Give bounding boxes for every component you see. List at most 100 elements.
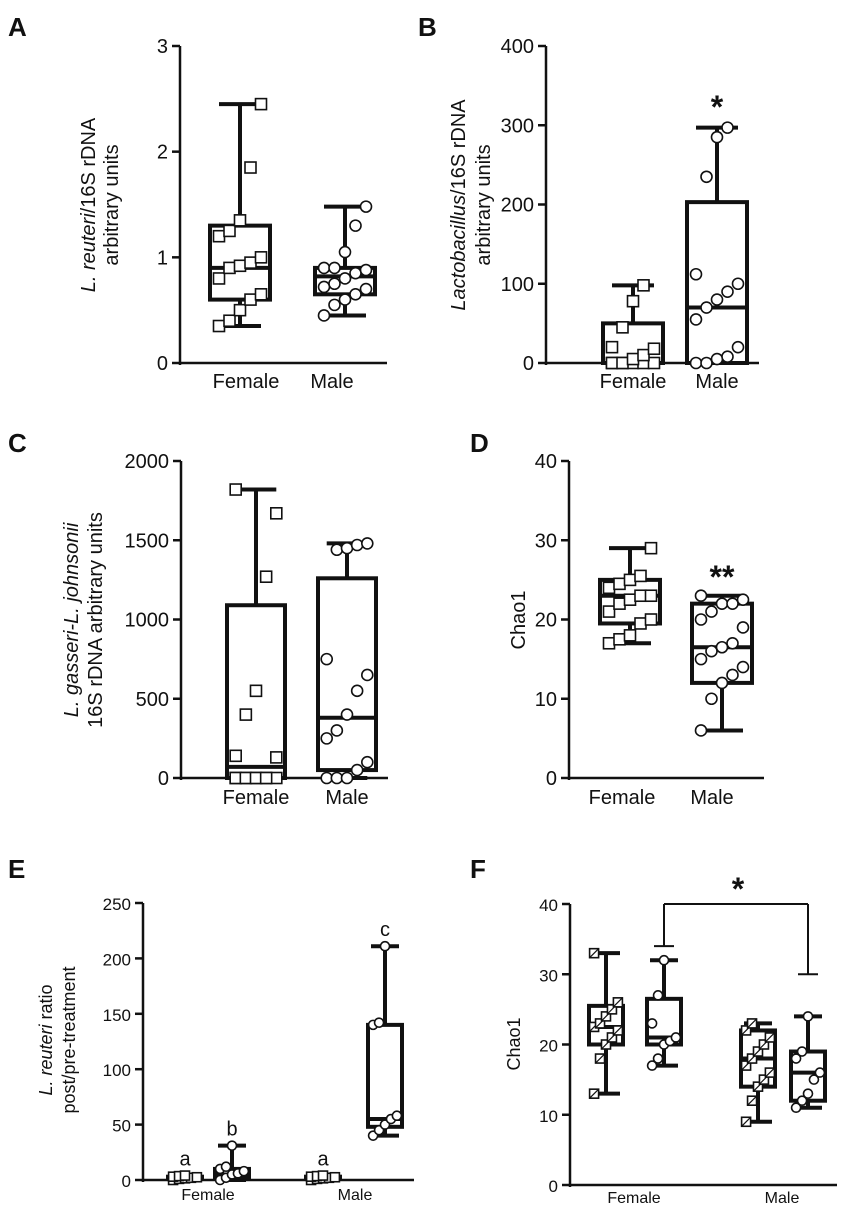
data-point bbox=[715, 640, 729, 654]
y-axis-label-line2: post/pre-treatment bbox=[59, 966, 79, 1113]
data-point bbox=[338, 293, 352, 306]
box-group bbox=[645, 954, 683, 1071]
panel-label-f: F bbox=[470, 854, 486, 884]
y-tick-label: 20 bbox=[535, 610, 557, 632]
data-point bbox=[736, 660, 750, 674]
data-point bbox=[259, 570, 273, 584]
y-tick-label: 300 bbox=[501, 115, 534, 137]
y-axis-label: Chao1 bbox=[504, 1017, 524, 1070]
data-point bbox=[694, 613, 708, 626]
data-point bbox=[634, 589, 647, 603]
y-axis-label-rest: ratio bbox=[36, 984, 56, 1024]
data-point bbox=[602, 605, 616, 618]
y-tick-label: 0 bbox=[157, 353, 168, 375]
y-tick-label: 40 bbox=[539, 896, 558, 915]
data-point bbox=[802, 1011, 814, 1022]
data-point bbox=[796, 1046, 808, 1057]
data-point bbox=[644, 613, 658, 626]
box-group bbox=[601, 279, 665, 370]
data-point bbox=[644, 541, 658, 555]
significance-marker: ** bbox=[710, 559, 735, 595]
data-point bbox=[670, 1032, 682, 1043]
data-point bbox=[705, 605, 718, 618]
data-point bbox=[350, 684, 364, 698]
data-point bbox=[700, 170, 713, 184]
x-category-label: Female bbox=[607, 1190, 660, 1207]
data-point bbox=[179, 1170, 191, 1181]
y-tick-label: 0 bbox=[546, 768, 557, 790]
y-tick-label: 10 bbox=[535, 689, 557, 711]
data-point bbox=[726, 668, 739, 682]
data-point bbox=[736, 621, 750, 634]
data-point bbox=[259, 771, 273, 785]
data-point bbox=[652, 1053, 664, 1064]
data-point bbox=[647, 356, 661, 370]
data-point bbox=[705, 692, 718, 706]
y-tick-label: 40 bbox=[535, 451, 557, 473]
box-group: a bbox=[304, 1149, 342, 1186]
data-point bbox=[613, 597, 626, 610]
data-point bbox=[700, 356, 713, 370]
box-group: c bbox=[366, 919, 404, 1141]
data-point bbox=[731, 277, 745, 291]
y-tick-label: 1500 bbox=[125, 530, 170, 552]
data-point bbox=[340, 771, 354, 785]
data-point bbox=[652, 990, 664, 1001]
data-point bbox=[646, 1060, 658, 1071]
y-axis-label-italic: Lactobacillus bbox=[448, 195, 470, 311]
box-group bbox=[313, 200, 377, 322]
data-point bbox=[223, 314, 236, 328]
y-axis-label-rest: /16S rDNA bbox=[78, 117, 100, 213]
y-tick-label: 0 bbox=[122, 1172, 131, 1191]
data-point bbox=[238, 1165, 250, 1177]
data-point bbox=[350, 538, 364, 552]
data-point bbox=[254, 288, 268, 301]
data-point bbox=[710, 293, 724, 306]
data-point-hatch bbox=[589, 1088, 600, 1099]
y-axis-label-line2: arbitrary units bbox=[473, 144, 495, 265]
group-letter: c bbox=[380, 919, 390, 941]
data-point bbox=[254, 97, 268, 111]
box-group bbox=[598, 541, 662, 650]
box-group: b bbox=[213, 1119, 251, 1186]
panel-label-c: C bbox=[8, 428, 27, 458]
y-tick-label: 0 bbox=[549, 1177, 558, 1196]
data-point bbox=[212, 319, 226, 333]
data-point bbox=[360, 668, 374, 682]
data-point bbox=[229, 749, 242, 763]
box-group bbox=[685, 121, 749, 370]
y-axis-label-line2: 16S rDNA arbitrary units bbox=[85, 512, 107, 728]
chart-panel-b: 0 100 200 300 400 Female Male Lactobacillus/16S… bbox=[448, 36, 759, 393]
data-point bbox=[359, 282, 373, 296]
data-point bbox=[249, 684, 263, 698]
x-category-label: Female bbox=[600, 371, 667, 393]
data-point bbox=[360, 755, 374, 769]
data-point bbox=[329, 1171, 341, 1183]
data-point bbox=[244, 256, 257, 269]
data-point bbox=[694, 589, 708, 603]
data-point bbox=[710, 130, 724, 144]
box-group bbox=[587, 947, 625, 1099]
data-point bbox=[373, 1017, 385, 1028]
significance-marker: * bbox=[732, 871, 745, 907]
data-point bbox=[317, 1170, 329, 1181]
data-point-hatch bbox=[764, 1067, 775, 1078]
data-point bbox=[233, 214, 247, 227]
data-point bbox=[229, 771, 242, 785]
data-point bbox=[349, 266, 362, 280]
data-point bbox=[802, 1088, 814, 1099]
data-point bbox=[736, 593, 750, 606]
y-axis-label: Lactobacillus/16S rDNA bbox=[448, 99, 470, 311]
box bbox=[366, 1022, 404, 1129]
data-point bbox=[731, 340, 745, 354]
x-category-label: Male bbox=[690, 787, 733, 809]
data-point bbox=[233, 303, 247, 317]
data-point bbox=[616, 321, 629, 334]
data-point bbox=[317, 280, 331, 294]
data-point bbox=[715, 597, 729, 610]
chart-panel-f: 0 10 20 30 40 Female Male Chao1 * bbox=[504, 871, 837, 1207]
data-point-hatch bbox=[764, 1032, 775, 1043]
data-point bbox=[212, 229, 226, 243]
y-tick-label: 30 bbox=[535, 530, 557, 552]
y-tick-label: 250 bbox=[103, 895, 131, 914]
